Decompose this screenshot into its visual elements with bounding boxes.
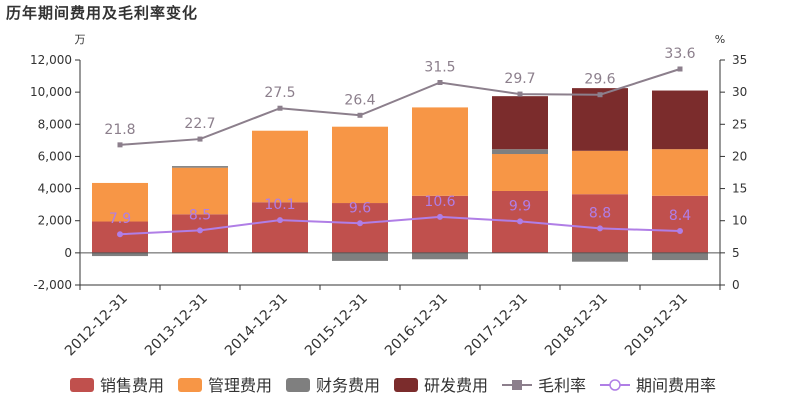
point-毛利率 (197, 136, 203, 142)
bar-销售费用 (252, 202, 308, 253)
x-tick-label: 2012-12-31 (62, 291, 131, 360)
point-期间费用率 (357, 220, 363, 227)
data-label-期间费用率: 9.6 (349, 200, 371, 216)
point-毛利率 (597, 92, 603, 98)
bar-研发费用 (492, 96, 548, 150)
x-tick-label: 2013-12-31 (142, 291, 211, 360)
bar-财务费用 (572, 252, 628, 262)
y-right-tick-label: 5 (732, 246, 740, 260)
line-毛利率 (119, 68, 681, 146)
data-label-毛利率: 27.5 (264, 85, 295, 101)
bar-销售费用 (412, 195, 468, 253)
point-毛利率 (117, 142, 123, 148)
bar-管理费用 (492, 154, 548, 191)
legend-marker-毛利率 (512, 380, 522, 390)
line-期间费用率 (119, 215, 681, 236)
x-tick-label: 2019-12-31 (622, 291, 691, 360)
point-期间费用率 (197, 227, 203, 234)
x-tick-label: 2018-12-31 (542, 291, 611, 360)
data-label-毛利率: 21.8 (104, 122, 135, 138)
x-tick-label: 2015-12-31 (302, 291, 371, 360)
y-left-tick-label: 10,000 (30, 85, 72, 99)
y-left-unit: 万 (75, 33, 86, 46)
chart-title: 历年期间费用及毛利率变化 (6, 4, 199, 22)
y-left-tick-label: 6,000 (38, 149, 72, 163)
data-label-毛利率: 29.7 (504, 71, 535, 87)
point-期间费用率 (677, 228, 683, 234)
legend-swatch-管理费用 (178, 378, 202, 392)
point-毛利率 (277, 105, 283, 111)
y-right-tick-label: 30 (732, 85, 747, 99)
point-期间费用率 (117, 231, 123, 238)
y-left-tick-label: 12,000 (30, 53, 72, 67)
y-right-unit: % (715, 33, 725, 46)
y-left-tick-label: 0 (64, 246, 72, 260)
bar-管理费用 (172, 167, 228, 215)
bar-财务费用 (172, 166, 228, 168)
data-label-期间费用率: 7.9 (109, 211, 131, 227)
bar-财务费用 (92, 252, 148, 257)
legend-label-管理费用: 管理费用 (208, 376, 272, 395)
bar-财务费用 (412, 252, 468, 260)
point-期间费用率 (597, 225, 603, 232)
y-left-tick-label: -2,000 (33, 278, 72, 292)
point-毛利率 (357, 112, 363, 118)
y-left-tick-label: 8,000 (38, 117, 72, 131)
y-right-tick-label: 20 (732, 149, 747, 163)
y-right-tick-label: 25 (732, 117, 747, 131)
bar-财务费用 (652, 252, 708, 261)
bar-管理费用 (652, 149, 708, 196)
data-label-期间费用率: 9.9 (509, 198, 531, 214)
bar-销售费用 (172, 214, 228, 253)
point-期间费用率 (277, 217, 283, 224)
y-left-tick-label: 2,000 (38, 214, 72, 228)
data-label-毛利率: 33.6 (664, 46, 695, 62)
legend-swatch-研发费用 (394, 378, 418, 392)
point-毛利率 (437, 80, 443, 85)
x-tick-label: 2016-12-31 (382, 291, 451, 360)
legend-label-研发费用: 研发费用 (424, 376, 488, 395)
data-label-毛利率: 29.6 (584, 72, 615, 88)
legend-label-期间费用率: 期间费用率 (636, 376, 716, 395)
legend-label-财务费用: 财务费用 (316, 376, 380, 395)
x-tick-label: 2014-12-31 (222, 291, 291, 360)
data-label-毛利率: 22.7 (184, 116, 215, 132)
bar-销售费用 (572, 194, 628, 253)
point-毛利率 (517, 91, 523, 97)
bar-管理费用 (412, 107, 468, 196)
bar-管理费用 (252, 130, 308, 203)
point-期间费用率 (517, 218, 523, 225)
y-right-tick-label: 35 (732, 53, 747, 67)
y-right-tick-label: 0 (732, 278, 740, 292)
y-right-tick-label: 10 (732, 214, 747, 228)
bar-财务费用 (492, 149, 548, 155)
y-right-tick-label: 15 (732, 182, 747, 196)
data-label-期间费用率: 10.6 (424, 194, 455, 210)
legend-swatch-销售费用 (70, 378, 94, 392)
y-left-tick-label: 4,000 (38, 182, 72, 196)
bar-销售费用 (332, 203, 388, 253)
data-label-毛利率: 26.4 (344, 92, 375, 108)
data-label-期间费用率: 10.1 (264, 197, 295, 213)
legend-marker-期间费用率 (609, 379, 621, 391)
data-label-期间费用率: 8.8 (589, 205, 611, 221)
point-毛利率 (677, 66, 683, 72)
x-tick-label: 2017-12-31 (462, 291, 531, 360)
point-期间费用率 (437, 213, 443, 220)
legend-label-毛利率: 毛利率 (538, 376, 586, 395)
bar-研发费用 (572, 88, 628, 151)
bar-销售费用 (652, 195, 708, 253)
data-label-期间费用率: 8.4 (669, 208, 691, 224)
bar-研发费用 (652, 90, 708, 150)
bar-财务费用 (332, 252, 388, 261)
bar-管理费用 (572, 150, 628, 195)
data-label-毛利率: 31.5 (424, 60, 455, 76)
bar-管理费用 (92, 182, 148, 222)
legend-swatch-财务费用 (286, 378, 310, 392)
data-label-期间费用率: 8.5 (189, 207, 211, 223)
legend-label-销售费用: 销售费用 (100, 376, 164, 395)
bar-管理费用 (332, 126, 388, 204)
